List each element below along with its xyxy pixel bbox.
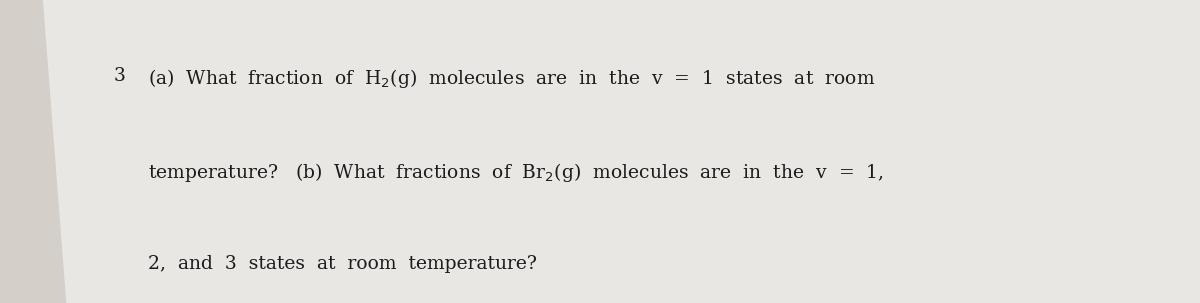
Text: 2,  and  3  states  at  room  temperature?: 2, and 3 states at room temperature? [148, 255, 536, 272]
Text: 3: 3 [114, 67, 126, 85]
Text: (a)  What  fraction  of  H$_2$(g)  molecules  are  in  the  v  =  1  states  at : (a) What fraction of H$_2$(g) molecules … [148, 67, 875, 90]
Text: temperature?   (b)  What  fractions  of  Br$_2$(g)  molecules  are  in  the  v  : temperature? (b) What fractions of Br$_2… [148, 161, 883, 184]
Polygon shape [0, 0, 66, 303]
